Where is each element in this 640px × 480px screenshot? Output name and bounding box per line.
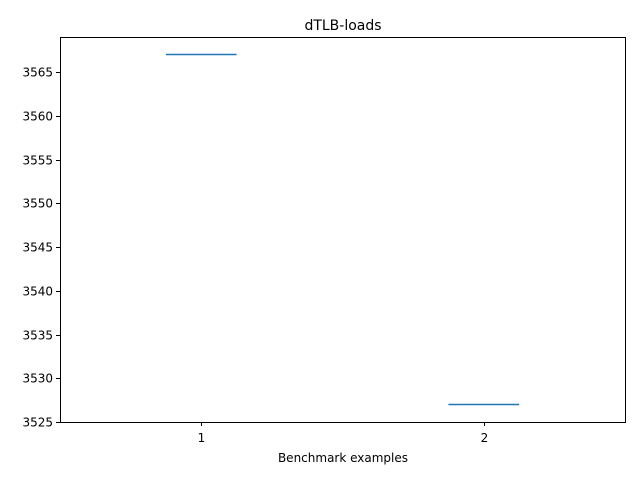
y-tick-label: 3545	[22, 241, 53, 255]
y-tick-label: 3535	[22, 329, 53, 343]
y-tick-label: 3540	[22, 285, 53, 299]
y-tick-label: 3565	[22, 66, 53, 80]
plot-area: 3525 3530 3535 3540 3545 3550 3555 3560 3565 1 2	[22, 53, 520, 445]
y-tick-label: 3560	[22, 110, 53, 124]
x-tick-label: 2	[481, 431, 489, 445]
y-tick-label: 3525	[22, 416, 53, 430]
plot-frame	[60, 37, 626, 423]
x-tick-label: 1	[198, 431, 206, 445]
x-axis-label: Benchmark examples	[278, 451, 408, 465]
chart-title: dTLB-loads	[304, 18, 381, 34]
y-tick-label: 3530	[22, 372, 53, 386]
y-tick-label: 3550	[22, 197, 53, 211]
y-tick-label: 3555	[22, 154, 53, 168]
